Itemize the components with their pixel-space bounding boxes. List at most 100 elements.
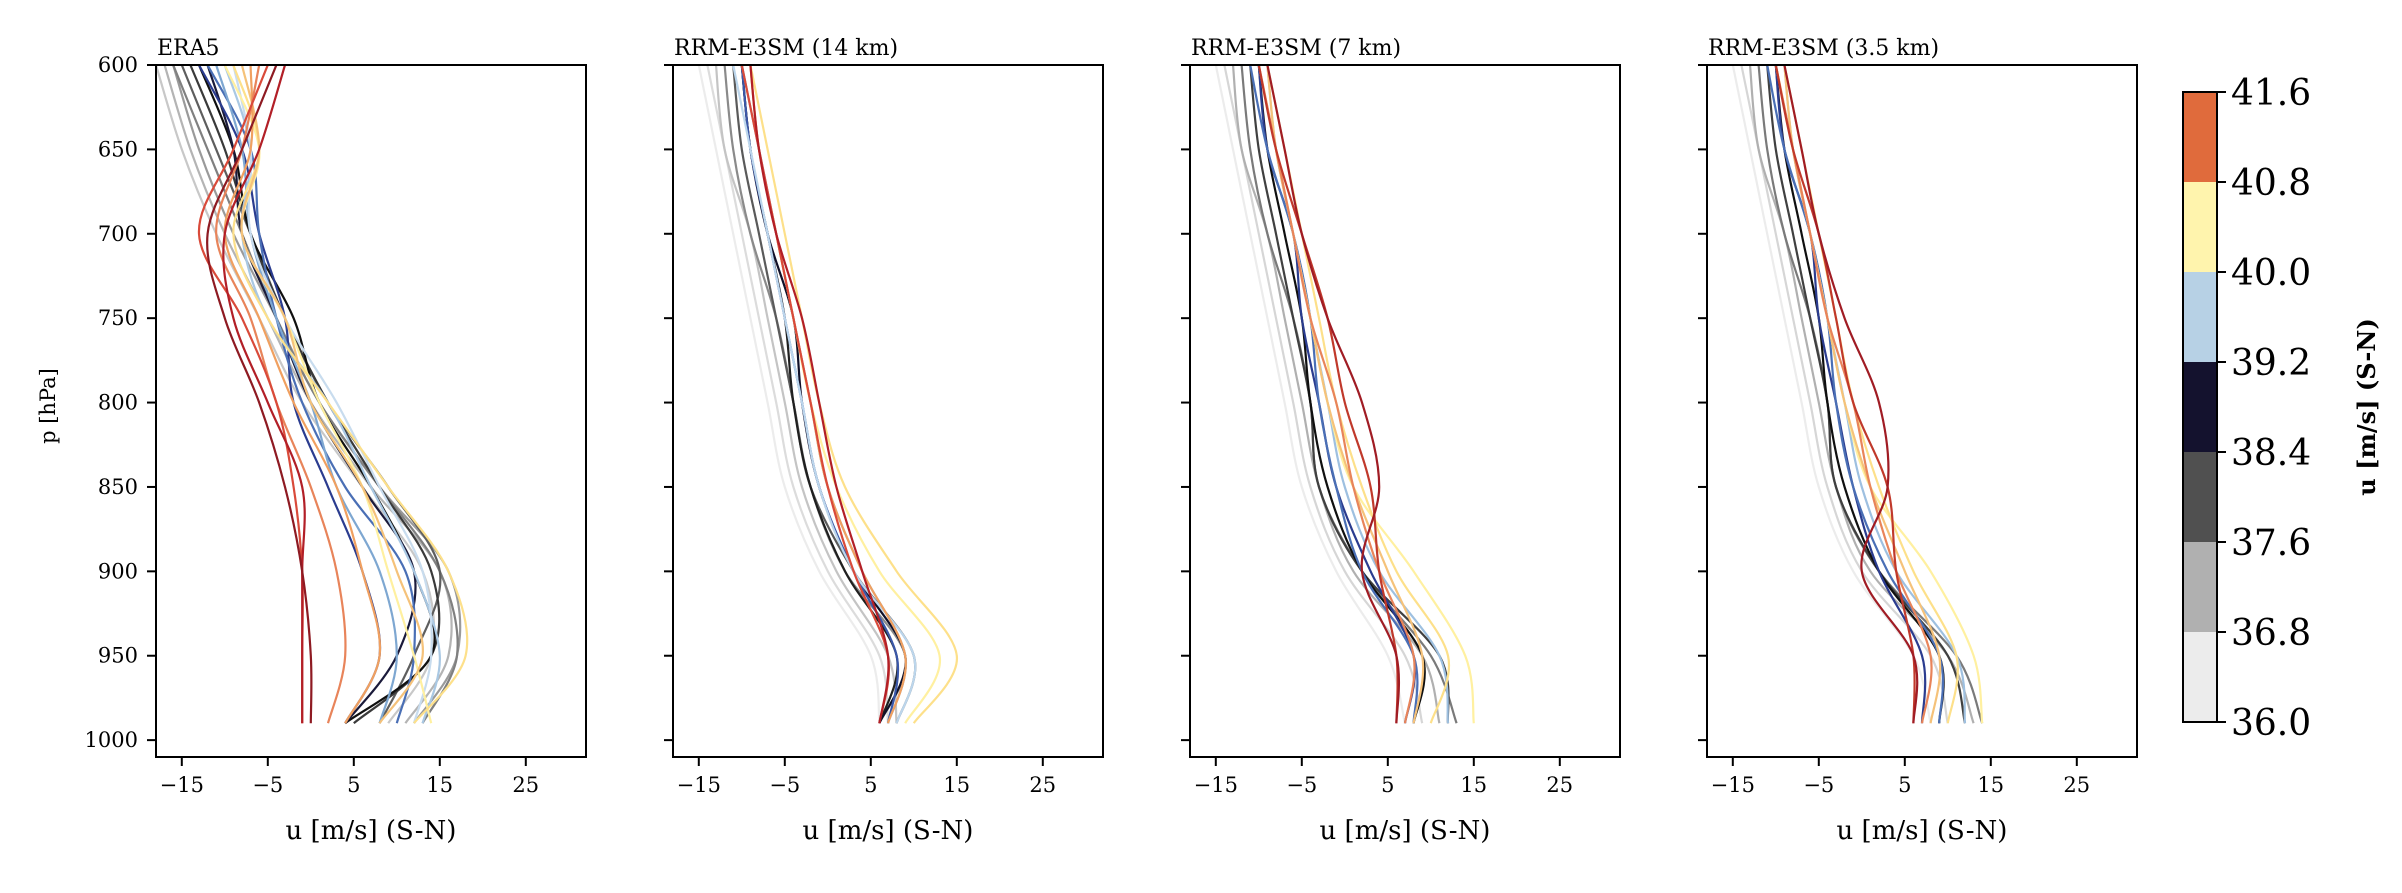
colorbar-tick-label: 37.6 [2231, 523, 2311, 564]
x-tick-label: −15 [1711, 773, 1755, 797]
series-line-15 [232, 65, 469, 724]
y-axis-label: p [hPa] [36, 368, 60, 444]
series-line-10 [1774, 65, 1984, 724]
series-line-11 [749, 65, 941, 724]
plot-frame [1189, 64, 1621, 758]
series-line-5 [180, 65, 442, 724]
x-tick-label: 5 [1898, 773, 1911, 797]
panel-title: RRM-E3SM (7 km) [1191, 36, 1401, 61]
colorbar-tick-label: 39.2 [2231, 343, 2311, 384]
series-line-17 [223, 65, 382, 724]
series-line-1 [156, 65, 436, 724]
series-group [156, 65, 469, 725]
series-line-8 [206, 65, 417, 724]
colorbar-segment [2183, 452, 2217, 543]
colorbar-segment [2183, 92, 2217, 183]
panel-title: RRM-E3SM (14 km) [674, 36, 898, 61]
colorbar: 41.6 40.8 40.0 39.2 38.4 37.6 36.8 36.0 u [m/s] … [2182, 73, 2381, 744]
y-tick-label: 650 [98, 137, 138, 161]
series-line-4 [1757, 65, 1984, 724]
chart-panel-4: −15 −5 5 15 25 RRM-E3SM (3.5 km) u [m/s] (S-N) [1698, 36, 2138, 846]
x-tick-label: −5 [1286, 773, 1317, 797]
colorbar-segment [2183, 182, 2217, 273]
colorbar-tick-label: 40.0 [2231, 253, 2311, 294]
series-line-21 [206, 65, 313, 724]
y-tick-label: 950 [98, 644, 138, 668]
x-tick-label: 25 [1546, 773, 1573, 797]
series-line-14 [223, 65, 433, 724]
chart-panel-3: −15 −5 5 15 25 RRM-E3SM (7 km) u [m/s] (S-N) [1181, 36, 1621, 846]
x-tick-label: 5 [864, 773, 877, 797]
x-tick-label: 5 [347, 773, 360, 797]
x-tick-label: −15 [677, 773, 721, 797]
series-line-1 [1731, 65, 1932, 724]
colorbar-tick-label: 36.0 [2231, 703, 2311, 744]
x-tick-label: −5 [769, 773, 800, 797]
series-line-13 [232, 65, 433, 724]
series-line-2 [1223, 65, 1424, 724]
colorbar-frame [2182, 91, 2218, 723]
y-tick-label: 750 [98, 306, 138, 330]
y-tick-label: 900 [98, 559, 138, 583]
series-line-1 [697, 65, 881, 724]
series-line-1 [1214, 65, 1407, 724]
series-line-2 [706, 65, 890, 724]
x-tick-label: −15 [1194, 773, 1238, 797]
y-tick-label: 1000 [85, 728, 138, 752]
series-line-10 [732, 65, 917, 724]
x-tick-label: 15 [1977, 773, 2004, 797]
colorbar-tick-label: 40.8 [2231, 163, 2311, 204]
series-line-15 [749, 65, 890, 724]
series-line-15 [1783, 65, 1919, 724]
series-line-11 [1783, 65, 1959, 724]
plot-frame [672, 64, 1104, 758]
x-tick-label: 15 [426, 773, 453, 797]
plot-frame [155, 64, 587, 758]
x-tick-label: 15 [1460, 773, 1487, 797]
x-axis-label: u [m/s] (S-N) [1320, 816, 1491, 846]
series-line-3 [1748, 65, 1975, 724]
x-tick-label: 25 [2063, 773, 2090, 797]
colorbar-segment [2183, 272, 2217, 363]
x-tick-label: 5 [1381, 773, 1394, 797]
series-line-14 [740, 65, 890, 724]
series-line-3 [714, 65, 898, 724]
colorbar-tick-label: 36.8 [2231, 613, 2311, 654]
plot-frame [1706, 64, 2138, 758]
series-line-13 [1257, 65, 1416, 724]
chart-panel-1: −15 −5 5 15 25 600 650 700 750 800 850 900 950 1000 ER… [36, 36, 587, 846]
x-tick-label: −5 [1803, 773, 1834, 797]
x-tick-label: 25 [1029, 773, 1056, 797]
colorbar-tick-label: 38.4 [2231, 433, 2311, 474]
series-line-10 [206, 65, 417, 724]
x-tick-label: −5 [252, 773, 283, 797]
x-axis-label: u [m/s] (S-N) [1837, 816, 2008, 846]
colorbar-segment [2183, 362, 2217, 453]
y-tick-label: 600 [98, 53, 138, 77]
chart-panel-2: −15 −5 5 15 25 RRM-E3SM (14 km) u [m/s] (S-N) [664, 36, 1104, 846]
series-line-8 [1766, 65, 1945, 724]
colorbar-label: u [m/s] (S-N) [2352, 318, 2381, 495]
series-line-16 [240, 65, 424, 724]
series-line-3 [1231, 65, 1441, 724]
colorbar-segment [2183, 632, 2217, 723]
y-tick-label: 800 [98, 391, 138, 415]
y-tick-label: 850 [98, 475, 138, 499]
x-tick-label: 25 [512, 773, 539, 797]
series-group [1214, 65, 1475, 724]
panel-title: ERA5 [157, 36, 220, 61]
colorbar-segment [2183, 542, 2217, 633]
x-tick-label: −15 [160, 773, 204, 797]
series-line-15 [1266, 65, 1401, 724]
y-tick-label: 700 [98, 222, 138, 246]
x-tick-label: 15 [943, 773, 970, 797]
series-line-14 [1774, 65, 1916, 724]
panel-title: RRM-E3SM (3.5 km) [1708, 36, 1939, 61]
series-line-20 [222, 65, 306, 724]
series-group [697, 65, 958, 724]
x-axis-label: u [m/s] (S-N) [286, 816, 457, 846]
series-line-9 [1783, 65, 1967, 724]
colorbar-tick-label: 41.6 [2231, 73, 2311, 114]
series-line-9 [1266, 65, 1450, 724]
